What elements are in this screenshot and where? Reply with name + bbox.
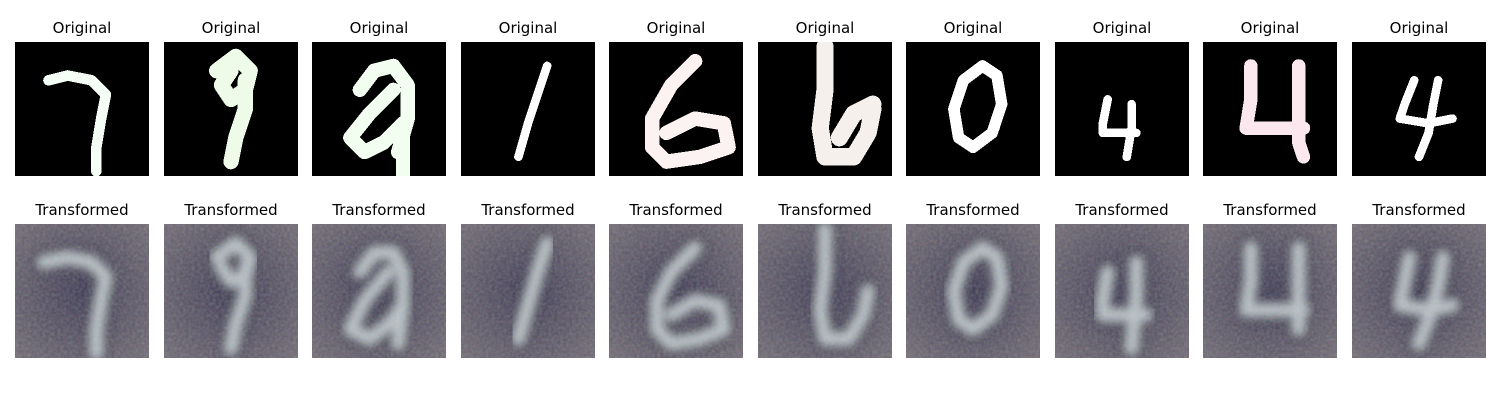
transformed-digit-9-glyph: [312, 224, 446, 358]
original-title-4: Original: [498, 19, 558, 37]
transformed-digit-0-glyph: [906, 224, 1040, 358]
original-digit-image-3: [312, 42, 446, 176]
transformed-digit-9-glyph: [164, 224, 298, 358]
transformed-title-7: Transformed: [926, 201, 1020, 219]
transformed-digit-4-glyph: [1055, 224, 1189, 358]
transformed-digit-image-10: [1352, 224, 1486, 358]
transformed-digit-image-1: [15, 224, 149, 358]
original-digit-image-4: [461, 42, 595, 176]
transformed-title-9: Transformed: [1223, 201, 1317, 219]
transformed-title-8: Transformed: [1075, 201, 1169, 219]
original-digit-1-glyph: [461, 42, 595, 176]
transformed-title-4: Transformed: [481, 201, 575, 219]
original-digit-9-glyph: [164, 42, 298, 176]
transformed-digit-7-glyph: [15, 224, 149, 358]
transformed-digit-4-glyph: [1203, 224, 1337, 358]
original-digit-image-5: [609, 42, 743, 176]
original-title-8: Original: [1092, 19, 1152, 37]
original-title-9: Original: [1240, 19, 1300, 37]
original-title-10: Original: [1389, 19, 1449, 37]
original-digit-image-6: [758, 42, 892, 176]
original-digit-image-10: [1352, 42, 1486, 176]
original-title-6: Original: [795, 19, 855, 37]
original-digit-image-1: [15, 42, 149, 176]
transformed-digit-image-9: [1203, 224, 1337, 358]
original-title-1: Original: [52, 19, 112, 37]
original-digit-0-glyph: [906, 42, 1040, 176]
transformed-digit-1-glyph: [461, 224, 595, 358]
transformed-title-1: Transformed: [35, 201, 129, 219]
original-digit-4-glyph: [1203, 42, 1337, 176]
transformed-title-10: Transformed: [1372, 201, 1466, 219]
original-title-7: Original: [943, 19, 1003, 37]
transformed-title-5: Transformed: [629, 201, 723, 219]
original-digit-image-8: [1055, 42, 1189, 176]
transformed-digit-image-5: [609, 224, 743, 358]
original-title-3: Original: [349, 19, 409, 37]
transformed-title-6: Transformed: [778, 201, 872, 219]
transformed-digit-6-glyph: [609, 224, 743, 358]
transformed-title-2: Transformed: [184, 201, 278, 219]
transformed-digit-6-glyph: [758, 224, 892, 358]
original-digit-image-9: [1203, 42, 1337, 176]
transformed-digit-image-8: [1055, 224, 1189, 358]
original-digit-6-glyph: [758, 42, 892, 176]
original-title-2: Original: [201, 19, 261, 37]
original-digit-image-7: [906, 42, 1040, 176]
original-digit-image-2: [164, 42, 298, 176]
original-digit-6-glyph: [609, 42, 743, 176]
transformed-digit-4-glyph: [1352, 224, 1486, 358]
original-digit-7-glyph: [15, 42, 149, 176]
original-digit-4-glyph: [1055, 42, 1189, 176]
original-title-5: Original: [646, 19, 706, 37]
transformed-title-3: Transformed: [332, 201, 426, 219]
transformed-digit-image-7: [906, 224, 1040, 358]
original-digit-4-glyph: [1352, 42, 1486, 176]
transformed-digit-image-4: [461, 224, 595, 358]
transformed-digit-image-3: [312, 224, 446, 358]
transformed-digit-image-6: [758, 224, 892, 358]
original-digit-9-glyph: [312, 42, 446, 176]
transformed-digit-image-2: [164, 224, 298, 358]
